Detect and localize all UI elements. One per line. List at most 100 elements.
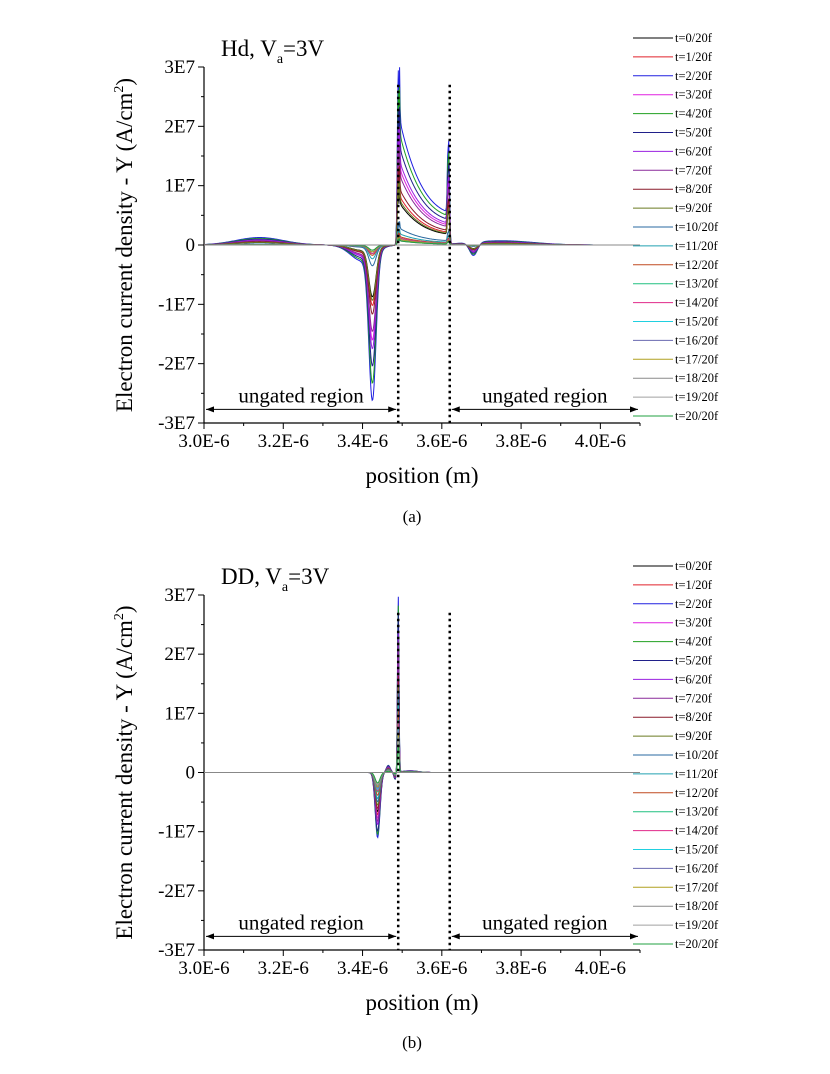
series-line-t=19/20f bbox=[204, 740, 640, 785]
series-group bbox=[204, 596, 640, 839]
arrow-head bbox=[206, 406, 214, 413]
legend-entry: t=7/20f bbox=[675, 163, 713, 177]
legend-entry: t=11/20f bbox=[675, 767, 719, 781]
legend-entry: t=15/20f bbox=[675, 315, 719, 329]
y-tick-label: -3E7 bbox=[158, 413, 195, 434]
series-line-t=1/20f bbox=[204, 658, 640, 816]
legend-entry: t=15/20f bbox=[675, 843, 719, 857]
series-line-t=18/20f bbox=[204, 737, 640, 787]
x-tick-label: 4.0E-6 bbox=[575, 958, 626, 979]
y-tick-label: 0 bbox=[186, 763, 196, 784]
legend-entry: t=19/20f bbox=[675, 918, 719, 932]
arrow-head bbox=[388, 406, 397, 413]
y-axis-label-sup: 2 bbox=[112, 86, 127, 93]
legend-entry: t=12/20f bbox=[675, 258, 719, 272]
legend-entry: t=18/20f bbox=[675, 371, 719, 385]
series-line-t=11/20f bbox=[204, 229, 640, 260]
y-tick-label: 3E7 bbox=[164, 585, 195, 606]
x-axis-label: position (m) bbox=[365, 990, 478, 1015]
chart-title: Hd, Va=3V bbox=[221, 36, 325, 67]
x-tick-label: 3.0E-6 bbox=[178, 958, 229, 979]
chart-title-tail: =3V bbox=[283, 36, 324, 61]
series-line-t=7/20f bbox=[204, 640, 640, 823]
figure-caption: (a) bbox=[403, 507, 422, 526]
legend-entry: t=14/20f bbox=[675, 296, 719, 310]
series-line-t=2/20f bbox=[204, 596, 640, 839]
series-line-t=13/20f bbox=[204, 719, 640, 793]
legend-entry: t=2/20f bbox=[675, 597, 713, 611]
legend-entry: t=16/20f bbox=[675, 333, 719, 347]
y-tick-label: 2E7 bbox=[164, 116, 195, 137]
legend: t=0/20f t=1/20f t=2/20f t=3/20f t=4/20f t=5/2… bbox=[633, 559, 719, 951]
y-tick-label: 0 bbox=[186, 235, 196, 256]
chart-title-main: Hd, V bbox=[221, 36, 277, 61]
legend-entry: t=7/20f bbox=[675, 691, 713, 705]
legend-entry: t=1/20f bbox=[675, 578, 713, 592]
annotation-ungated-left: ungated region bbox=[238, 383, 364, 407]
y-tick-label: -1E7 bbox=[158, 822, 195, 843]
series-line-t=16/20f bbox=[204, 730, 640, 789]
arrow-head bbox=[630, 933, 638, 940]
x-tick-label: 3.2E-6 bbox=[258, 958, 309, 979]
legend-entry: t=11/20f bbox=[675, 239, 719, 253]
x-tick-label: 3.8E-6 bbox=[495, 431, 546, 452]
x-tick-label: 3.8E-6 bbox=[495, 958, 546, 979]
series-line-t=10/20f bbox=[204, 693, 640, 803]
legend-entry: t=0/20f bbox=[675, 559, 713, 573]
y-tick-label: 3E7 bbox=[164, 57, 195, 78]
legend-entry: t=3/20f bbox=[675, 616, 713, 630]
series-line-t=6/20f bbox=[204, 631, 640, 826]
x-tick-label: 3.0E-6 bbox=[178, 431, 229, 452]
legend-entry: t=5/20f bbox=[675, 654, 713, 668]
x-tick-label: 3.6E-6 bbox=[416, 958, 467, 979]
legend-entry: t=10/20f bbox=[675, 748, 719, 762]
legend-entry: t=9/20f bbox=[675, 729, 713, 743]
legend-entry: t=17/20f bbox=[675, 880, 719, 894]
legend-entry: t=6/20f bbox=[675, 672, 713, 686]
legend-entry: t=18/20f bbox=[675, 899, 719, 913]
x-tick-label: 4.0E-6 bbox=[575, 431, 626, 452]
legend-entry: t=3/20f bbox=[675, 88, 713, 102]
legend-entry: t=16/20f bbox=[675, 861, 719, 875]
x-tick-label: 3.2E-6 bbox=[258, 431, 309, 452]
y-axis-label-sup: 2 bbox=[112, 613, 127, 620]
x-axis-label: position (m) bbox=[365, 463, 478, 488]
series-line-t=4/20f bbox=[204, 605, 640, 836]
annotation-ungated-right: ungated region bbox=[482, 910, 608, 934]
arrow-head bbox=[630, 406, 638, 413]
arrow-head bbox=[451, 406, 460, 413]
legend-entry: t=14/20f bbox=[675, 824, 719, 838]
annotation-ungated-right: ungated region bbox=[482, 383, 608, 407]
y-axis-label: Electron current density - Y (A/cm2) bbox=[112, 78, 137, 412]
annotation-ungated-left: ungated region bbox=[238, 910, 364, 934]
x-tick-label: 3.6E-6 bbox=[416, 431, 467, 452]
legend-entry: t=9/20f bbox=[675, 201, 713, 215]
series-line-t=12/20f bbox=[204, 710, 640, 796]
legend: t=0/20f t=1/20f t=2/20f t=3/20f t=4/20f t=5/2… bbox=[633, 31, 719, 423]
y-axis-label: Electron current density - Y (A/cm2) bbox=[112, 605, 137, 939]
legend-entry: t=0/20f bbox=[675, 31, 713, 45]
y-tick-label: 2E7 bbox=[164, 644, 195, 665]
y-tick-label: 1E7 bbox=[164, 703, 195, 724]
legend-entry: t=5/20f bbox=[675, 126, 713, 140]
series-line-t=17/20f bbox=[204, 733, 640, 788]
y-tick-label: -1E7 bbox=[158, 294, 195, 315]
series-line-t=5/20f bbox=[204, 614, 640, 833]
legend-entry: t=13/20f bbox=[675, 277, 719, 291]
legend-entry: t=13/20f bbox=[675, 805, 719, 819]
legend-entry: t=2/20f bbox=[675, 69, 713, 83]
y-tick-label: -3E7 bbox=[158, 940, 195, 961]
x-tick-label: 3.4E-6 bbox=[337, 958, 388, 979]
y-axis-label-main: Electron current density - Y (A/cm bbox=[112, 92, 137, 412]
figure-caption: (b) bbox=[402, 1033, 422, 1052]
legend-entry: t=4/20f bbox=[675, 107, 713, 121]
legend-entry: t=17/20f bbox=[675, 352, 719, 366]
series-line-t=14/20f bbox=[204, 723, 640, 792]
y-axis-label-tail: ) bbox=[112, 78, 137, 86]
chart-title-sub: a bbox=[282, 580, 289, 595]
chart-title-main: DD, V bbox=[221, 564, 282, 589]
series-line-t=9/20f bbox=[204, 684, 640, 806]
legend-entry: t=8/20f bbox=[675, 182, 713, 196]
y-axis-label-main: Electron current density - Y (A/cm bbox=[112, 620, 137, 940]
